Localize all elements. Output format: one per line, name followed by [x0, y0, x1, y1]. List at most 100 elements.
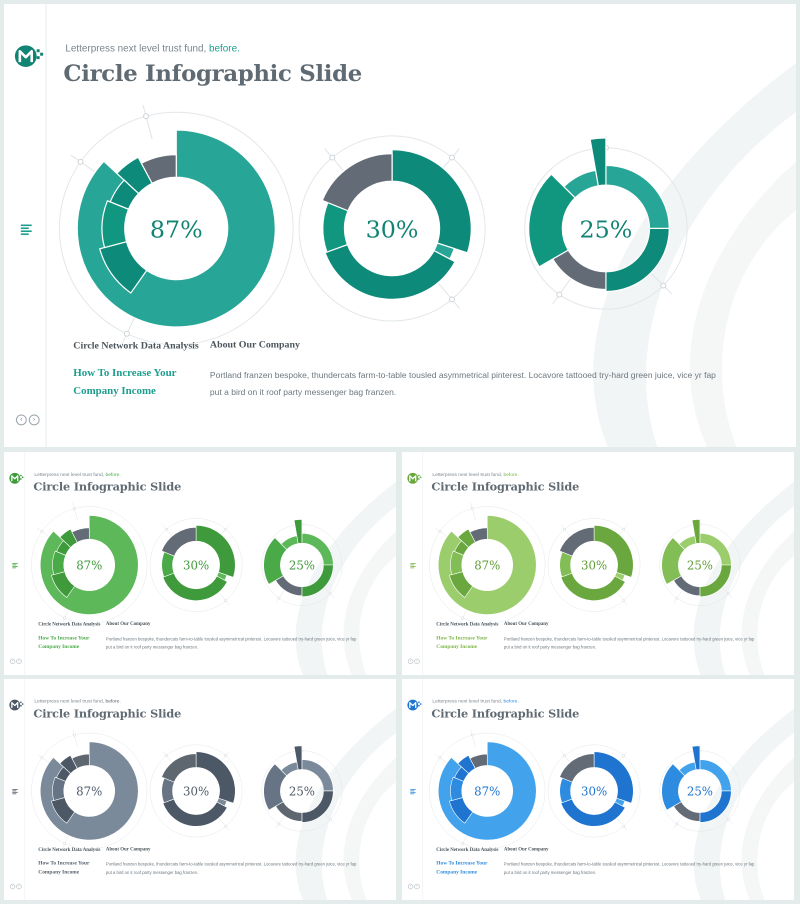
arrow-left-icon[interactable]: ‹ [9, 883, 16, 890]
arrow-right-icon[interactable]: › [414, 883, 420, 890]
guide-tick [552, 274, 574, 305]
arrow-left-icon[interactable]: ‹ [407, 883, 414, 890]
menu-icon[interactable] [410, 788, 417, 795]
increase-income-heading: How To Increase Your Company Income [73, 364, 202, 399]
percentage-label: 30% [581, 784, 607, 798]
donut-chart-3: 25% [261, 744, 343, 832]
donut-segment [593, 525, 634, 578]
network-analysis-label: Circle Network Data Analysis [436, 621, 499, 627]
guide-tick [615, 591, 628, 606]
increase-income-heading: How To Increase Your Company Income [38, 859, 102, 877]
donut-segment [52, 550, 67, 575]
m-logo-icon [14, 45, 44, 68]
guide-tick [673, 588, 684, 604]
guide-tick [470, 502, 476, 521]
guide-tick [72, 729, 78, 747]
guide-ring [429, 732, 546, 850]
guide-dot [224, 754, 228, 758]
donut-segment [560, 572, 626, 601]
slide-title: Circle Infographic Slide [431, 706, 580, 721]
circle-infographic: 87% 30% 25% [429, 502, 741, 624]
donut-chart-3: 25% [659, 518, 741, 606]
arrow-right-icon[interactable]: › [28, 414, 40, 426]
donut-segment [109, 179, 140, 211]
heading-line-2: Company Income [38, 869, 80, 875]
percentage-label: 30% [183, 784, 209, 798]
donut-segment [528, 173, 576, 268]
percentage-label: 25% [289, 784, 315, 798]
donut-segment [691, 519, 701, 544]
network-analysis-label: Circle Network Data Analysis [436, 846, 499, 853]
guide-dot [143, 113, 149, 120]
donut-segment [263, 763, 288, 811]
about-company-label: About Our Company [503, 846, 549, 852]
guide-dot [660, 282, 667, 289]
donut-segment [699, 790, 732, 823]
donut-segment [161, 777, 175, 804]
guide-tick [436, 280, 460, 309]
slide-green[interactable]: ‹ › Letterpress next level trust fund, b… [4, 452, 396, 675]
slide-lime[interactable]: ‹ › Letterpress next level trust fund, b… [402, 452, 794, 675]
guide-dot [448, 154, 455, 161]
slide-slate[interactable]: ‹ › Letterpress next level trust fund, b… [4, 679, 396, 900]
donut-segment [71, 753, 90, 769]
menu-icon[interactable] [410, 562, 417, 569]
guide-dot [461, 842, 465, 845]
donut-segment [56, 540, 72, 556]
tagline: Letterpress next level trust fund, befor… [34, 472, 120, 477]
donut-segment [391, 149, 472, 254]
guide-dot [224, 599, 228, 603]
arrow-left-icon[interactable]: ‹ [15, 414, 27, 426]
percentage-label: 87% [150, 215, 203, 243]
about-company-label: About Our Company [209, 339, 300, 351]
arrow-left-icon[interactable]: ‹ [9, 658, 16, 665]
donut-segment [324, 243, 456, 300]
donut-segment [322, 201, 349, 253]
donut-segment [559, 753, 595, 783]
arrow-right-icon[interactable]: › [16, 658, 22, 665]
donut-chart-3: 25% [261, 518, 343, 606]
donut-segment [52, 776, 67, 801]
percentage-label: 25% [580, 215, 633, 243]
percentage-label: 30% [183, 558, 209, 572]
tagline-highlight: before. [503, 698, 519, 705]
circle-infographic: 87% 30% 25% [31, 502, 343, 624]
tagline-highlight: before. [105, 471, 121, 478]
guide-tick [142, 104, 153, 140]
arrow-right-icon[interactable]: › [16, 883, 22, 890]
donut-segment [673, 801, 701, 822]
company-description: Portland franzen bespoke, thundercats fa… [503, 636, 755, 650]
tagline-text: Letterpress next level trust fund, [34, 471, 105, 478]
guide-dot [556, 291, 563, 298]
percentage-label: 87% [474, 558, 500, 572]
donut-segment [450, 550, 465, 575]
guide-tick [673, 814, 684, 829]
slide-teal[interactable]: ‹ › Letterpress next level trust fund, b… [4, 4, 796, 447]
menu-icon[interactable] [12, 562, 19, 569]
donut-segment [589, 137, 607, 187]
guide-dot [328, 817, 332, 821]
arrow-left-icon[interactable]: ‹ [407, 658, 414, 665]
arrow-right-icon[interactable]: › [414, 658, 420, 665]
donut-segment [293, 519, 303, 544]
network-analysis-label: Circle Network Data Analysis [38, 846, 101, 853]
guide-ring [31, 732, 148, 850]
donut-segment [551, 249, 607, 291]
donut-segment [263, 537, 288, 585]
about-company-label: About Our Company [105, 846, 151, 852]
slide-blue[interactable]: ‹ › Letterpress next level trust fund, b… [402, 679, 794, 900]
about-company-label: About Our Company [503, 620, 549, 627]
menu-icon[interactable] [12, 788, 19, 795]
donut-segment [593, 751, 634, 804]
percentage-label: 25% [289, 558, 315, 572]
m-logo-icon [407, 472, 422, 484]
donut-segment [673, 575, 701, 597]
heading-line-1: How To Increase Your [436, 860, 488, 867]
menu-icon[interactable] [20, 223, 34, 237]
donut-segment [691, 745, 701, 771]
guide-tick [275, 814, 286, 829]
donut-segment [559, 551, 573, 578]
donut-segment [605, 227, 670, 293]
donut-segment [321, 153, 393, 212]
guide-ring [429, 506, 546, 624]
